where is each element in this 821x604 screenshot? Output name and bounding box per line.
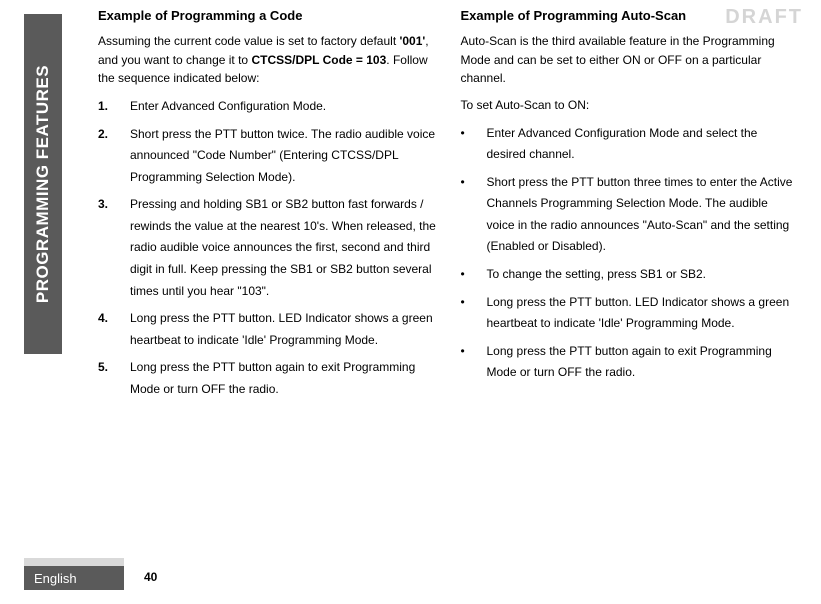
bullet-item: • To change the setting, press SB1 or SB2… (461, 264, 800, 286)
left-intro: Assuming the current code value is set t… (98, 32, 437, 88)
language-label: English (34, 571, 77, 586)
step-text: Pressing and holding SB1 or SB2 button f… (130, 194, 437, 302)
right-column: Example of Programming Auto-Scan Auto-Sc… (461, 6, 800, 407)
step-item: 1. Enter Advanced Configuration Mode. (98, 96, 437, 118)
intro-text-a: Assuming the current code value is set t… (98, 34, 400, 48)
bullet-dot: • (461, 341, 473, 384)
bullet-item: • Long press the PTT button. LED Indicato… (461, 292, 800, 335)
step-number: 3. (98, 194, 116, 302)
bullet-text: Short press the PTT button three times t… (487, 172, 800, 258)
content-area: Example of Programming a Code Assuming t… (98, 6, 799, 407)
left-column: Example of Programming a Code Assuming t… (98, 6, 437, 407)
bullet-text: Long press the PTT button. LED Indicator… (487, 292, 800, 335)
step-text: Short press the PTT button twice. The ra… (130, 124, 437, 189)
step-text: Enter Advanced Configuration Mode. (130, 96, 437, 118)
left-heading: Example of Programming a Code (98, 6, 437, 26)
step-item: 4. Long press the PTT button. LED Indicat… (98, 308, 437, 351)
bullet-text: Long press the PTT button again to exit … (487, 341, 800, 384)
step-item: 5. Long press the PTT button again to exi… (98, 357, 437, 400)
step-number: 4. (98, 308, 116, 351)
right-para-2: To set Auto-Scan to ON: (461, 96, 800, 115)
bullet-item: • Long press the PTT button again to exit… (461, 341, 800, 384)
footer-top-strip (24, 558, 124, 566)
right-heading: Example of Programming Auto-Scan (461, 6, 800, 26)
step-item: 2.Short press the PTT button twice. The … (98, 124, 437, 189)
bullet-text: To change the setting, press SB1 or SB2. (487, 264, 800, 286)
steps-list: 1. Enter Advanced Configuration Mode. 2.S… (98, 96, 437, 401)
language-bar: English (24, 566, 124, 590)
footer-bar-wrap: English (24, 566, 124, 590)
step-text: Long press the PTT button. LED Indicator… (130, 308, 437, 351)
footer: English 40 (24, 566, 157, 590)
intro-bold-1: '001' (400, 34, 426, 48)
bullet-dot: • (461, 172, 473, 258)
bullet-dot: • (461, 123, 473, 166)
page-number: 40 (144, 570, 157, 584)
step-item: 3.Pressing and holding SB1 or SB2 button… (98, 194, 437, 302)
right-para-1: Auto-Scan is the third available feature… (461, 32, 800, 88)
intro-bold-2: CTCSS/DPL Code = 103 (251, 53, 386, 67)
side-tab-label: PROGRAMMING FEATURES (33, 65, 53, 303)
step-number: 5. (98, 357, 116, 400)
bullet-text: Enter Advanced Configuration Mode and se… (487, 123, 800, 166)
bullet-dot: • (461, 292, 473, 335)
bullet-item: • Enter Advanced Configuration Mode and s… (461, 123, 800, 166)
bullets-list: • Enter Advanced Configuration Mode and s… (461, 123, 800, 385)
step-number: 1. (98, 96, 116, 118)
bullet-item: •Short press the PTT button three times … (461, 172, 800, 258)
side-tab: PROGRAMMING FEATURES (24, 14, 62, 354)
step-text: Long press the PTT button again to exit … (130, 357, 437, 400)
step-number: 2. (98, 124, 116, 189)
bullet-dot: • (461, 264, 473, 286)
